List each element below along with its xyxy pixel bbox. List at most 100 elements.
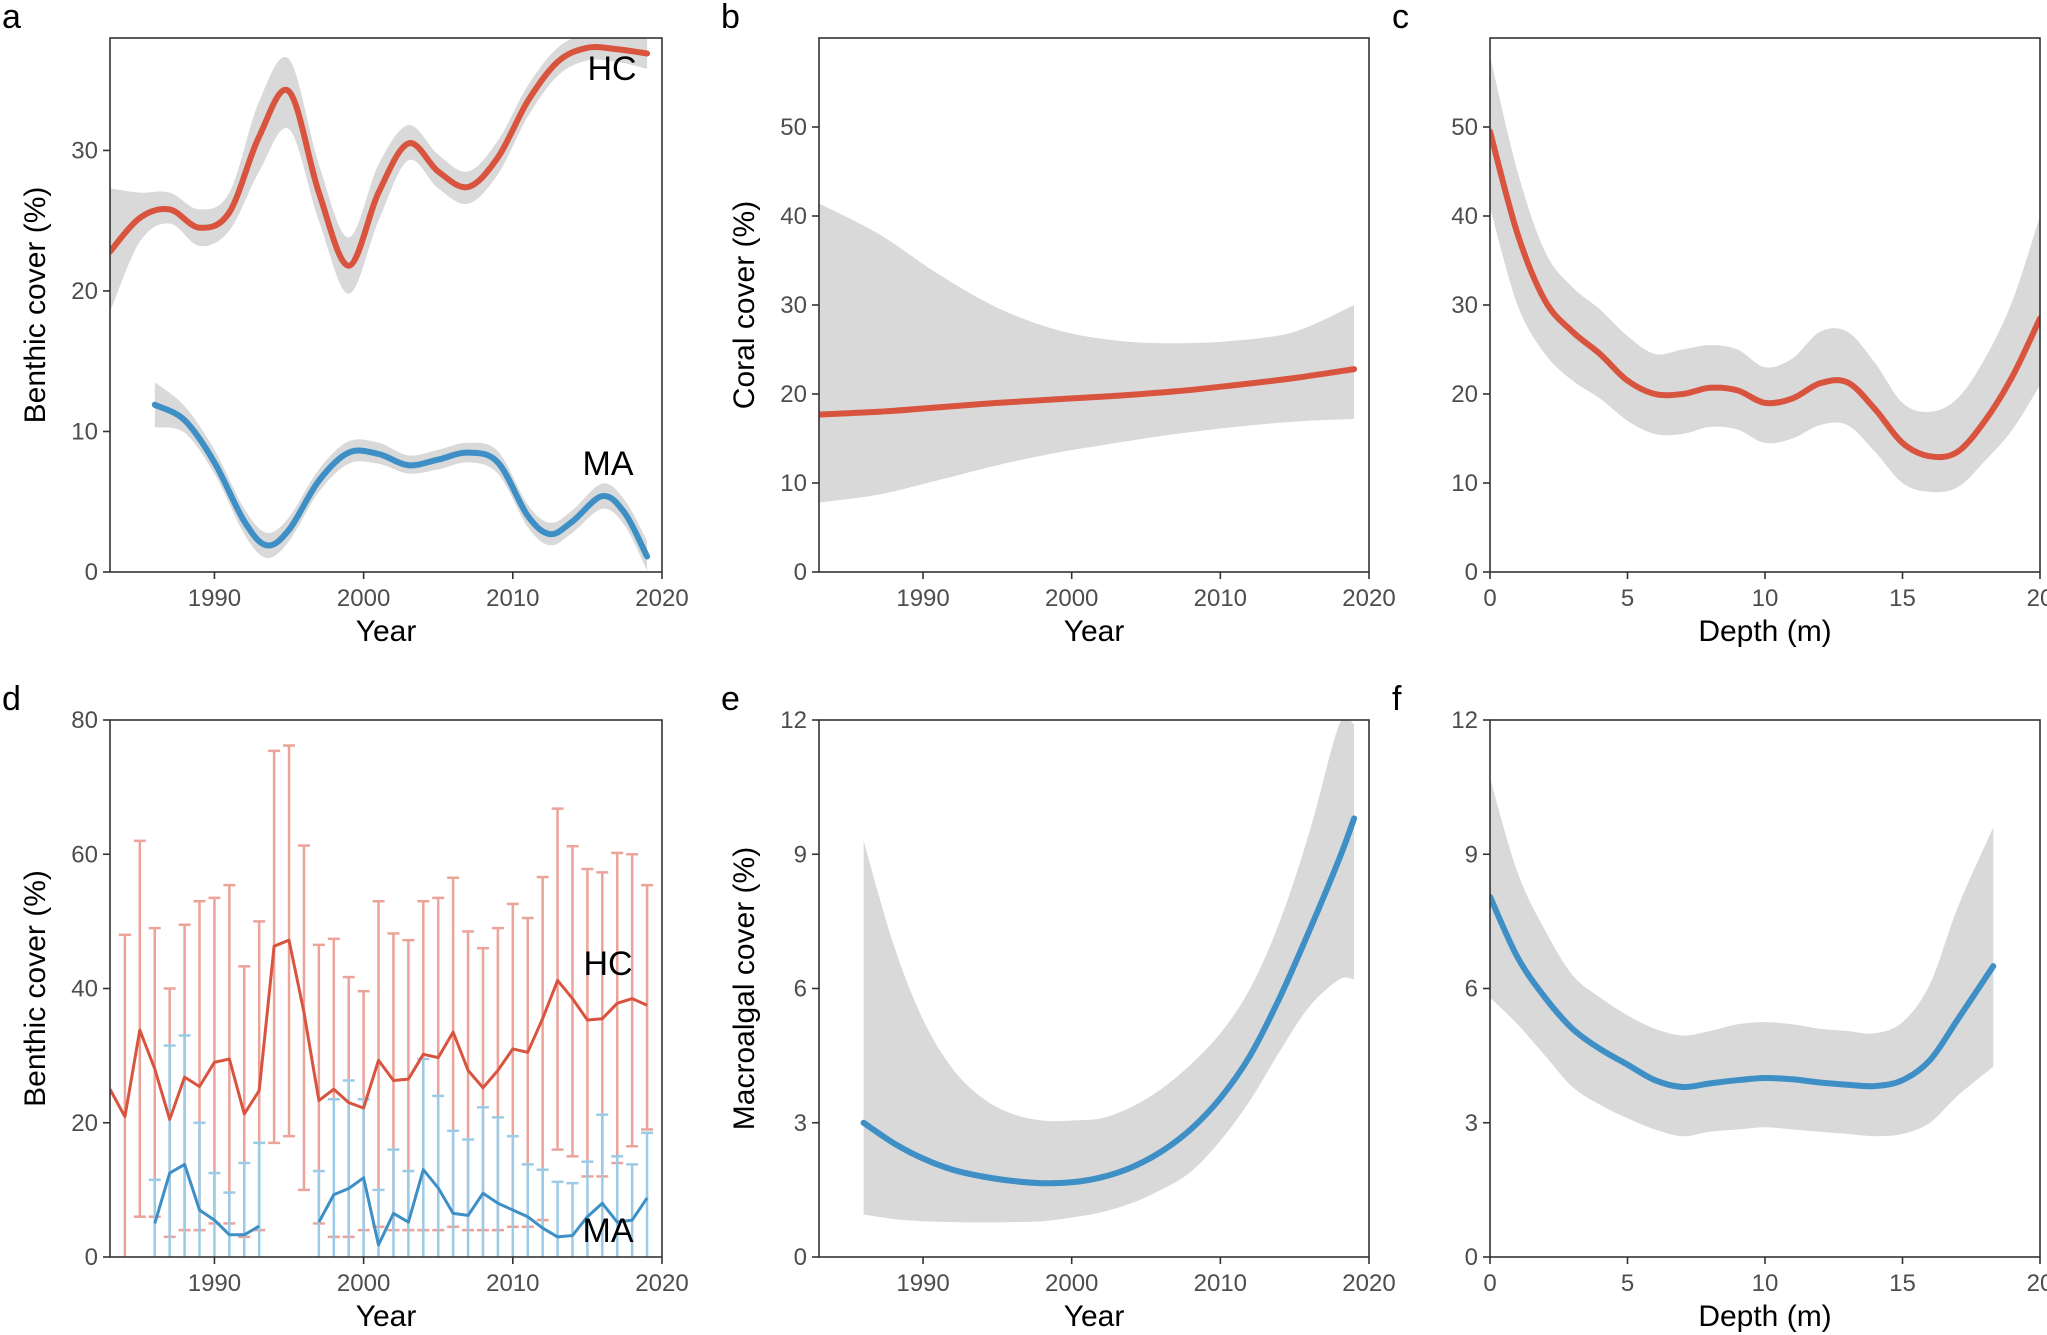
y-tick-label: 20 [1451,381,1478,408]
panel-a: 1990 2000 2010 2020 0 10 20 30 Year Benthic cover… [2,0,689,648]
y-axis-title: Benthic cover (%) [19,187,52,424]
error-bar-ma [402,1169,415,1257]
y-tick-label: 30 [71,137,98,164]
x-tick-label: 0 [1483,1270,1496,1297]
x-tick-label: 20 [2027,585,2047,612]
error-bar-ma [611,1155,624,1257]
y-tick-label: 0 [794,559,807,586]
y-tick-label: 20 [71,1110,98,1137]
y-tick-label: 9 [794,841,807,868]
y-tick-label: 0 [1465,559,1478,586]
error-bar-ma [238,1161,251,1257]
error-bar-ma [312,1169,325,1257]
panel-letter: d [2,680,21,718]
x-tick-label: 1990 [188,585,241,612]
y-tick-label: 0 [85,1244,98,1271]
x-tick-label: 2010 [486,585,539,612]
error-bar-ma [387,1148,400,1257]
y-tick-label: 9 [1465,841,1478,868]
error-bar-hc [581,867,594,1178]
confidence-band-series [863,720,1355,1223]
x-tick-label: 1990 [188,1270,241,1297]
error-bar-ma [491,1116,504,1257]
panel-a-data [110,38,651,571]
error-bar-ma [596,1113,609,1257]
x-tick-label: 1990 [896,1270,949,1297]
x-tick-label: 20 [2027,1270,2047,1297]
y-tick-label: 6 [1465,976,1478,1003]
x-tick-label: 2020 [1342,1270,1395,1297]
panel-letter: f [1392,680,1402,718]
error-bar-ma [551,1180,564,1257]
error-bar-ma [432,1094,445,1257]
error-bar-ma [626,1163,639,1257]
error-bar-hc [641,883,654,1131]
x-axis-title: Year [356,1300,417,1333]
series-line-macroalgal-cover [860,815,1358,1187]
error-bar-ma [253,1141,266,1257]
y-tick-label: 3 [794,1110,807,1137]
x-axis-title: Year [356,615,417,648]
y-tick-label: 50 [780,114,807,141]
x-tick-label: 2000 [337,1270,390,1297]
y-tick-label: 20 [780,381,807,408]
series-line-coral-cover-vs-depth [1490,128,2040,461]
panel-e-data [860,720,1358,1223]
error-bar-ma [462,1138,475,1257]
error-bar-ma [417,1057,430,1257]
x-tick-label: 1990 [896,585,949,612]
x-axis-title: Depth (m) [1698,1300,1831,1333]
confidence-band-ma [154,382,648,571]
error-bar-ma [223,1191,236,1257]
error-bar-hc [223,883,236,1225]
y-tick-label: 0 [1465,1244,1478,1271]
x-axis-title: Depth (m) [1698,615,1831,648]
panel-letter: c [1392,0,1409,36]
x-tick-label: 2010 [1194,1270,1247,1297]
y-axis-title: Coral cover (%) [728,201,761,409]
error-bar-ma [521,1163,534,1257]
y-tick-label: 80 [71,707,98,734]
y-tick-label: 60 [71,841,98,868]
series-label-ma: MA [583,445,634,483]
x-tick-label: 10 [1752,585,1779,612]
y-tick-label: 10 [71,418,98,445]
series-line-macroalgal-cover-vs-depth [1490,893,1997,1091]
y-axis-title: Benthic cover (%) [19,870,52,1107]
series-line-hc [110,938,648,1121]
panel-letter: b [721,0,740,36]
panel-letter: e [721,680,740,718]
y-tick-label: 6 [794,976,807,1003]
error-bar-ma [193,1121,206,1257]
x-tick-label: 5 [1621,1270,1634,1297]
error-bar-ma [506,1134,519,1257]
panel-letter: a [2,0,21,36]
y-tick-label: 40 [71,976,98,1003]
x-tick-label: 2020 [635,585,688,612]
series-label-hc: HC [583,945,632,983]
confidence-band-series [1490,55,2040,493]
x-tick-label: 5 [1621,585,1634,612]
panel-f: 0 5 10 15 20 0 3 6 9 12 Depth (m) f [1392,680,2047,1333]
x-tick-label: 0 [1483,585,1496,612]
series-line-coral-cover [819,366,1358,418]
panel-d-data [110,744,654,1257]
error-bar-ma [447,1129,460,1257]
confidence-band-series [1490,778,1994,1137]
error-bar-ma [641,1131,654,1257]
error-bar-ma [566,1181,579,1257]
series-line-hc [110,44,651,269]
y-axis-title: Macroalgal cover (%) [728,847,761,1130]
panel-b: 1990 2000 2010 2020 0 10 20 30 40 50 Year Coral cov… [721,0,1396,648]
panel-f-data [1490,778,1997,1137]
error-bar-hc [118,933,131,1257]
plot-frame [109,719,663,1258]
series-line-ma [317,1168,649,1247]
series-line-ma [153,1162,260,1237]
panel-c-data [1490,55,2040,493]
error-bar-hc [626,853,639,1148]
x-axis-title: Year [1064,615,1125,648]
y-tick-label: 20 [71,278,98,305]
y-tick-label: 0 [85,559,98,586]
